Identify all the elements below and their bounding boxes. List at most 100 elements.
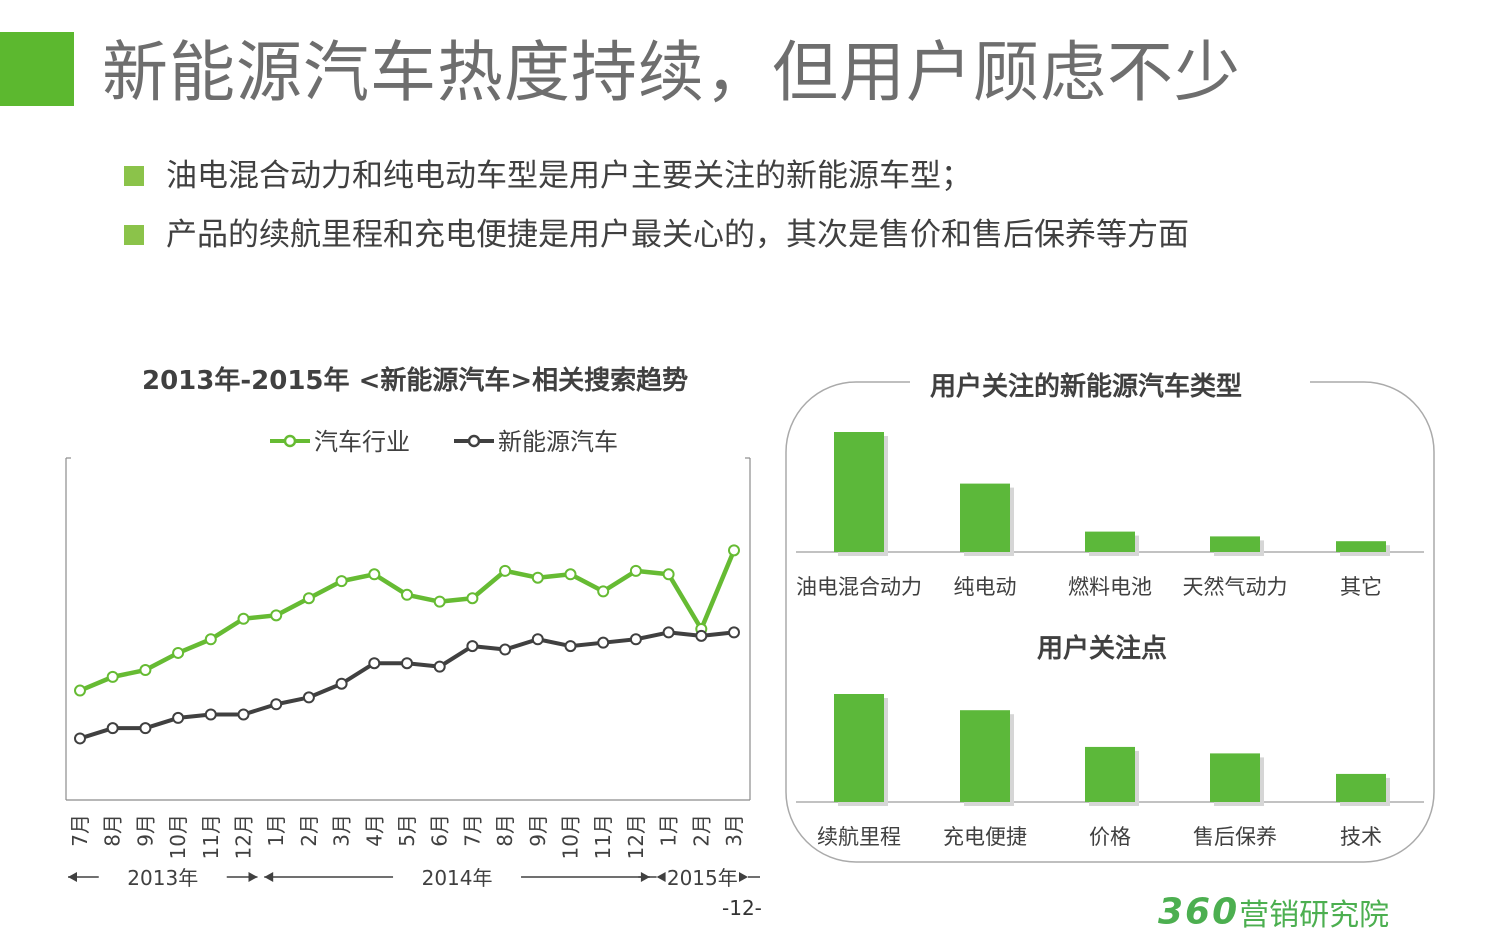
panel-title-mask — [910, 370, 1310, 396]
data-point — [302, 592, 315, 605]
data-point — [106, 670, 119, 683]
bar-category-label: 其它 — [1340, 575, 1382, 599]
x-tick-label: 6月 — [428, 814, 452, 847]
bar-category-label: 技术 — [1340, 825, 1382, 849]
bar-types — [960, 483, 1010, 552]
x-tick-label: 2月 — [297, 814, 321, 847]
data-point — [74, 684, 86, 697]
data-point — [139, 664, 152, 677]
data-point — [401, 588, 413, 601]
year-group-label: 2013年 — [127, 866, 198, 890]
data-point — [335, 677, 348, 690]
data-point — [335, 575, 348, 588]
data-point — [728, 544, 740, 557]
bullet-text: 油电混合动力和纯电动车型是用户主要关注的新能源车型； — [166, 158, 972, 194]
data-point — [728, 626, 740, 639]
bar-concerns — [834, 694, 884, 802]
bar-chart-title-concerns: 用户关注点 — [1037, 634, 1168, 664]
x-tick-label: 10月 — [166, 814, 190, 859]
data-point — [662, 568, 675, 581]
data-point — [139, 722, 152, 735]
x-tick-label: 1月 — [657, 814, 681, 847]
data-point — [629, 564, 642, 577]
x-tick-label: 11月 — [591, 814, 615, 859]
data-point — [204, 633, 217, 646]
x-tick-label: 7月 — [460, 814, 484, 847]
bar-category-label: 油电混合动力 — [796, 575, 922, 599]
x-tick-label: 3月 — [330, 814, 354, 847]
bullet-square-icon — [124, 166, 144, 186]
bar-category-label: 续航里程 — [817, 825, 901, 849]
x-tick-label: 1月 — [264, 814, 288, 847]
title-accent-square — [0, 32, 74, 106]
data-point — [401, 657, 413, 670]
data-point — [204, 708, 217, 721]
logo-number: 360 — [1158, 891, 1240, 933]
data-point — [433, 660, 446, 673]
legend-marker-2 — [467, 434, 481, 448]
bar-category-label: 价格 — [1089, 825, 1131, 849]
bar-category-label: 售后保养 — [1193, 825, 1277, 849]
data-point — [237, 708, 250, 721]
data-point — [629, 633, 642, 646]
bar-types — [1085, 531, 1135, 552]
data-point — [499, 643, 512, 656]
page-number: -12- — [722, 896, 762, 920]
data-point — [172, 646, 185, 659]
data-point — [564, 568, 577, 581]
legend-label-2: 新能源汽车 — [498, 428, 618, 456]
x-tick-label: 9月 — [526, 814, 550, 847]
data-point — [597, 585, 610, 598]
data-point — [466, 592, 479, 605]
data-point — [466, 640, 479, 653]
x-tick-label: 2月 — [689, 814, 713, 847]
data-point — [597, 636, 610, 649]
x-tick-label: 8月 — [101, 814, 125, 847]
arrow-left-icon — [656, 872, 666, 882]
data-point — [270, 609, 283, 622]
x-tick-label: 4月 — [362, 814, 386, 847]
bar-concerns — [1210, 753, 1260, 802]
x-tick-label: 12月 — [232, 814, 256, 859]
legend-label-1: 汽车行业 — [314, 428, 410, 456]
bullet-text: 产品的续航里程和充电便捷是用户最关心的，其次是售价和售后保养等方面 — [166, 217, 1189, 253]
data-point — [106, 722, 119, 735]
data-point — [368, 657, 381, 670]
x-tick-label: 9月 — [133, 814, 157, 847]
bar-category-label: 燃料电池 — [1068, 575, 1152, 599]
data-point — [531, 571, 544, 584]
arrow-left-icon — [68, 872, 77, 882]
data-point — [695, 629, 708, 642]
arrow-right-icon — [739, 872, 748, 882]
x-tick-label: 5月 — [395, 814, 419, 847]
data-point — [662, 626, 675, 639]
line-chart-title: 2013年-2015年 <新能源汽车>相关搜索趋势 — [142, 366, 689, 396]
x-tick-label: 12月 — [624, 814, 648, 859]
data-point — [270, 698, 283, 711]
x-tick-label: 11月 — [199, 814, 223, 859]
legend-marker-1 — [283, 434, 297, 448]
bar-types — [1336, 541, 1386, 552]
bar-types — [1210, 536, 1260, 552]
data-point — [531, 633, 544, 646]
x-tick-label: 10月 — [559, 814, 583, 859]
arrow-right-icon — [248, 872, 258, 882]
bar-category-label: 充电便捷 — [943, 825, 1027, 849]
bar-category-label: 天然气动力 — [1183, 575, 1288, 599]
year-group-label: 2014年 — [422, 866, 493, 890]
data-point — [564, 640, 577, 653]
x-tick-label: 7月 — [68, 814, 92, 847]
x-tick-label: 8月 — [493, 814, 517, 847]
bar-chart-title-types: 用户关注的新能源汽车类型 — [930, 372, 1243, 402]
bullet-square-icon — [124, 225, 144, 245]
data-point — [302, 691, 315, 704]
bar-types — [834, 432, 884, 552]
bar-concerns — [1336, 773, 1386, 802]
page-title: 新能源汽车热度持续，但用户顾虑不少 — [102, 34, 1241, 111]
arrow-left-icon — [264, 872, 274, 882]
bar-concerns — [1085, 746, 1135, 802]
data-point — [368, 568, 381, 581]
bar-concerns — [960, 710, 1010, 802]
